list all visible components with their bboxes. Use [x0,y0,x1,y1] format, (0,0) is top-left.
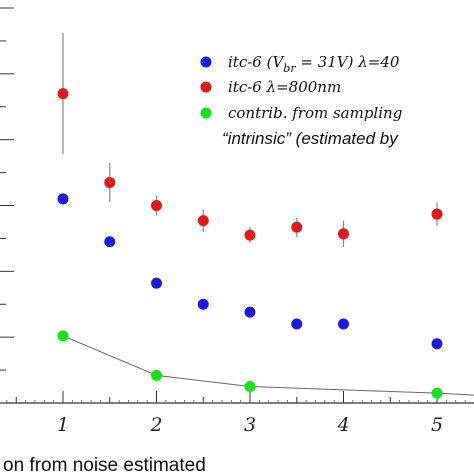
legend-label-blue: itc-6 (Vbr = 31V) λ=40 [228,53,400,75]
green-series-point [431,387,443,399]
legend: itc-6 (Vbr = 31V) λ=40 itc-6 λ=800nm con… [200,53,402,148]
blue-series-point [197,298,209,310]
red-series-point [291,221,303,233]
red-series-point [338,228,349,240]
green-series-point [244,381,256,393]
green-series-point [57,330,69,342]
x-axis-label: on from noise estimated [3,455,206,474]
red-series-point [197,215,209,227]
blue-series-point [151,277,162,289]
legend-label-blue-sub: br [283,62,296,75]
red-series-point [104,176,116,188]
x-tick-label: 5 [431,414,443,436]
red-series-point [151,200,162,211]
x-tick-label: 4 [336,414,349,436]
green-series-point [151,369,162,381]
blue-series-point [104,236,116,248]
red-series-point [244,229,256,241]
blue-series-point [291,318,303,330]
x-tick-label: 3 [244,414,256,436]
axes: 1 2 3 4 5 [0,7,474,436]
legend-label-extra: “intrinsic” (estimated by [222,129,399,148]
legend-label-green: contrib. from sampling [228,104,402,122]
legend-marker-blue [200,56,212,68]
blue-series-point [431,338,443,350]
x-tick-label: 2 [149,414,162,436]
chart-marks [57,33,474,399]
legend-label-red: itc-6 λ=800nm [228,78,341,96]
legend-marker-green [200,107,212,119]
blue-series-point [338,318,349,330]
blue-series-point [244,306,256,318]
blue-series-point [57,193,69,205]
legend-label-blue-suffix: = 31V) λ=40 [296,53,400,71]
legend-marker-red [200,81,212,93]
red-series-point [57,88,69,100]
x-tick-label: 1 [57,414,69,436]
red-series-point [431,208,443,220]
